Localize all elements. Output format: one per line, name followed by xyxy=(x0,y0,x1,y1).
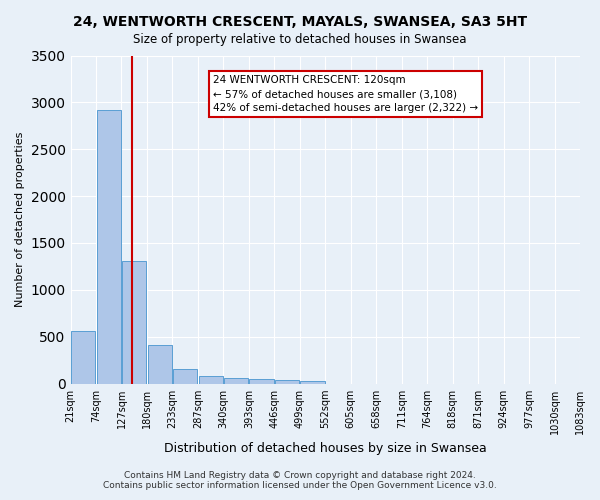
Text: 24 WENTWORTH CRESCENT: 120sqm
← 57% of detached houses are smaller (3,108)
42% o: 24 WENTWORTH CRESCENT: 120sqm ← 57% of d… xyxy=(213,75,478,113)
Bar xyxy=(173,369,197,384)
Bar xyxy=(275,380,299,384)
Text: 24, WENTWORTH CRESCENT, MAYALS, SWANSEA, SA3 5HT: 24, WENTWORTH CRESCENT, MAYALS, SWANSEA,… xyxy=(73,15,527,29)
Text: Size of property relative to detached houses in Swansea: Size of property relative to detached ho… xyxy=(133,32,467,46)
Bar xyxy=(71,331,95,384)
Bar xyxy=(301,381,325,384)
Y-axis label: Number of detached properties: Number of detached properties xyxy=(15,132,25,307)
Text: Contains HM Land Registry data © Crown copyright and database right 2024.
Contai: Contains HM Land Registry data © Crown c… xyxy=(103,470,497,490)
Bar xyxy=(97,110,121,384)
X-axis label: Distribution of detached houses by size in Swansea: Distribution of detached houses by size … xyxy=(164,442,487,455)
Bar xyxy=(199,376,223,384)
Bar xyxy=(148,344,172,384)
Bar xyxy=(122,261,146,384)
Bar xyxy=(250,379,274,384)
Bar xyxy=(224,378,248,384)
